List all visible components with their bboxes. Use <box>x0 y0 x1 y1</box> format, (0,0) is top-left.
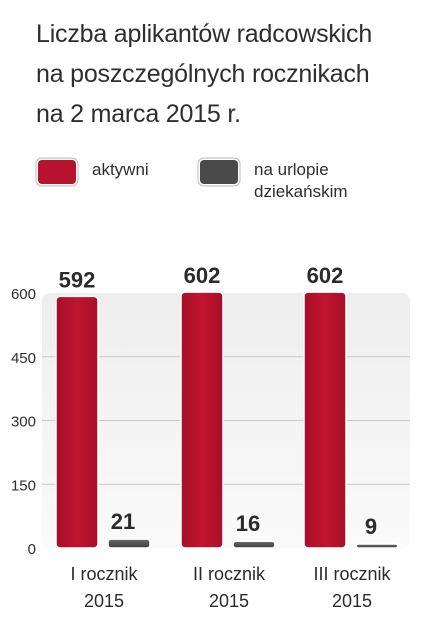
data-label-leave: 16 <box>236 511 260 536</box>
data-label-active: 592 <box>59 267 96 292</box>
x-tick-label: 2015 <box>332 591 372 611</box>
bar-leave <box>232 540 276 549</box>
chart-title-line: na poszczególnych rocznikach <box>36 60 370 88</box>
y-tick-label: 600 <box>11 286 36 303</box>
legend-label-leave: na urlopie dziekańskim <box>254 159 348 203</box>
legend-swatch-active <box>38 160 76 184</box>
y-tick-label: 300 <box>11 414 36 431</box>
legend-label-line: aktywni <box>92 160 149 179</box>
x-tick-label: 2015 <box>84 591 124 611</box>
legend-label-active: aktywni <box>92 159 149 181</box>
y-tick-label: 150 <box>11 477 36 494</box>
x-axis: I rocznik 2015 II rocznik 2015 III rocznik 20… <box>70 564 391 611</box>
legend-label-line: na urlopie <box>254 160 329 179</box>
chart-legend: aktywni na urlopie dziekańskim <box>0 150 428 220</box>
data-labels: 592 21 602 16 602 9 <box>59 263 377 539</box>
bar-active <box>55 295 99 549</box>
bar-active <box>180 291 224 549</box>
chart-title: Liczba aplikantów radcowskich na poszcze… <box>36 14 420 134</box>
legend-label-line: dziekańskim <box>254 182 348 201</box>
chart-title-line: na 2 marca 2015 r. <box>36 100 241 128</box>
y-tick-label: 0 <box>28 541 36 558</box>
y-axis: 0 150 300 450 600 <box>11 286 36 558</box>
grid-lines <box>42 356 410 485</box>
x-tick-label: 2015 <box>209 591 249 611</box>
bars <box>55 291 399 549</box>
x-tick-label: I rocznik <box>70 564 138 584</box>
bar-active <box>303 291 347 549</box>
bar-leave <box>355 543 399 549</box>
data-label-leave: 9 <box>365 514 377 539</box>
x-tick-label: III rocznik <box>313 564 391 584</box>
chart-title-line: Liczba aplikantów radcowskich <box>36 20 373 48</box>
data-label-active: 602 <box>307 263 344 288</box>
data-label-leave: 21 <box>111 509 135 534</box>
data-label-active: 602 <box>184 263 221 288</box>
bar-leave <box>107 538 151 549</box>
x-tick-label: II rocznik <box>193 564 266 584</box>
y-tick-label: 450 <box>11 350 36 367</box>
legend-swatch-leave <box>200 160 238 184</box>
